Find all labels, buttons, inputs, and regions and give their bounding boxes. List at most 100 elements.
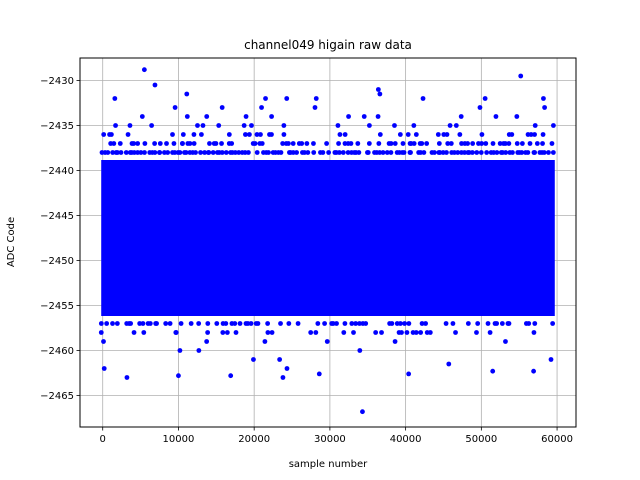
y-axis-label: ADC Code bbox=[6, 217, 17, 267]
scatter-point bbox=[167, 321, 173, 326]
scatter-point bbox=[128, 321, 134, 326]
scatter-point bbox=[294, 150, 299, 155]
scatter-point bbox=[152, 141, 158, 146]
scatter-point bbox=[219, 105, 225, 110]
scatter-point bbox=[269, 330, 275, 335]
scatter-point bbox=[101, 132, 107, 137]
scatter-point bbox=[445, 141, 451, 146]
scatter-point bbox=[388, 150, 394, 155]
scatter-point bbox=[541, 150, 547, 155]
scatter-point bbox=[419, 321, 425, 326]
outlier-point bbox=[446, 361, 452, 367]
scatter-point bbox=[448, 141, 454, 146]
outlier-point bbox=[541, 96, 546, 101]
outlier-point bbox=[184, 91, 190, 97]
x-tick-label: 40000 bbox=[390, 434, 422, 445]
scatter-point bbox=[424, 141, 430, 146]
scatter-point bbox=[110, 150, 116, 155]
scatter-point bbox=[532, 132, 537, 137]
scatter-point bbox=[138, 150, 144, 155]
scatter-point bbox=[484, 150, 490, 155]
scatter-point bbox=[493, 114, 499, 119]
scatter-point bbox=[170, 132, 175, 137]
outlier-point bbox=[420, 96, 426, 101]
scatter-point bbox=[198, 150, 203, 155]
scatter-point bbox=[98, 321, 104, 326]
outlier-point bbox=[228, 373, 234, 379]
outlier-point bbox=[263, 96, 268, 101]
scatter-point bbox=[549, 141, 555, 146]
scatter-point bbox=[290, 150, 296, 155]
scatter-point bbox=[421, 150, 427, 155]
outlier-point bbox=[176, 373, 181, 379]
scatter-point bbox=[406, 321, 412, 326]
scatter-point bbox=[290, 141, 296, 146]
x-tick-label: 10000 bbox=[163, 434, 195, 445]
scatter-point bbox=[191, 132, 197, 137]
scatter-point bbox=[337, 132, 343, 137]
scatter-point bbox=[483, 141, 489, 146]
scatter-point bbox=[265, 321, 271, 326]
scatter-point bbox=[172, 105, 178, 110]
scatter-point bbox=[237, 321, 243, 326]
scatter-point bbox=[361, 114, 367, 119]
scatter-point bbox=[304, 141, 310, 146]
scatter-point bbox=[210, 150, 216, 155]
scatter-point bbox=[142, 150, 147, 155]
scatter-point bbox=[431, 150, 437, 155]
scatter-point bbox=[281, 123, 287, 128]
scatter-point bbox=[453, 123, 459, 128]
scatter-point bbox=[141, 330, 147, 335]
outlier-point bbox=[152, 82, 158, 88]
scatter-point bbox=[526, 321, 532, 326]
scatter-point bbox=[269, 132, 274, 137]
scatter-point bbox=[462, 150, 467, 155]
scatter-point bbox=[219, 141, 224, 146]
scatter-point bbox=[152, 150, 158, 155]
y-tick-label: −2465 bbox=[40, 391, 74, 402]
scatter-point bbox=[157, 150, 163, 155]
y-tick-label: −2450 bbox=[40, 256, 74, 267]
scatter-point bbox=[232, 321, 238, 326]
scatter-point bbox=[487, 330, 493, 335]
outlier-point bbox=[406, 371, 412, 377]
scatter-point bbox=[485, 321, 491, 326]
scatter-point bbox=[443, 321, 449, 326]
scatter-point bbox=[550, 150, 556, 155]
scatter-point bbox=[351, 330, 356, 335]
scatter-point bbox=[223, 150, 229, 155]
plot-frame bbox=[79, 57, 577, 428]
scatter-point bbox=[367, 123, 372, 128]
scatter-point bbox=[105, 150, 111, 155]
scatter-point bbox=[233, 330, 239, 335]
scatter-point bbox=[356, 150, 362, 155]
scatter-point bbox=[345, 150, 351, 155]
scatter-point bbox=[324, 141, 329, 146]
scatter-point bbox=[243, 132, 248, 137]
scatter-point bbox=[450, 321, 456, 326]
scatter-point bbox=[232, 150, 238, 155]
scatter-point bbox=[187, 141, 193, 146]
scatter-point bbox=[525, 150, 531, 155]
scatter-point bbox=[402, 321, 407, 326]
scatter-point bbox=[157, 141, 163, 146]
scatter-point bbox=[113, 123, 118, 128]
scatter-point bbox=[98, 330, 104, 335]
scatter-point bbox=[111, 141, 117, 146]
scatter-point bbox=[477, 105, 483, 110]
scatter-point bbox=[540, 132, 546, 137]
scatter-point bbox=[254, 132, 260, 137]
scatter-point bbox=[177, 150, 183, 155]
scatter-point bbox=[311, 150, 317, 155]
scatter-point bbox=[349, 321, 355, 326]
scatter-point bbox=[506, 141, 512, 146]
scatter-point bbox=[110, 321, 115, 326]
scatter-point bbox=[224, 330, 230, 335]
outlier-point bbox=[124, 375, 130, 380]
scatter-point bbox=[180, 141, 185, 146]
scatter-point bbox=[353, 321, 359, 326]
scatter-point bbox=[459, 141, 464, 146]
scatter-point bbox=[519, 150, 525, 155]
outlier-point bbox=[375, 87, 381, 92]
scatter-point bbox=[246, 150, 251, 155]
